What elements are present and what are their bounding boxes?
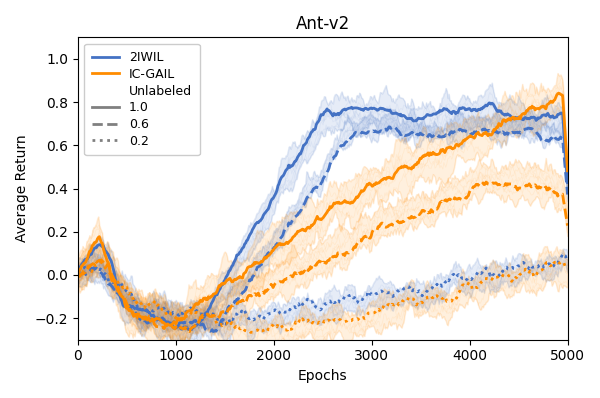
Legend: 2IWIL, IC-GAIL, Unlabeled, 1.0, 0.6, 0.2: 2IWIL, IC-GAIL, Unlabeled, 1.0, 0.6, 0.2 (84, 44, 200, 155)
Title: Ant-v2: Ant-v2 (296, 15, 350, 33)
Y-axis label: Average Return: Average Return (15, 135, 29, 242)
X-axis label: Epochs: Epochs (298, 369, 347, 383)
